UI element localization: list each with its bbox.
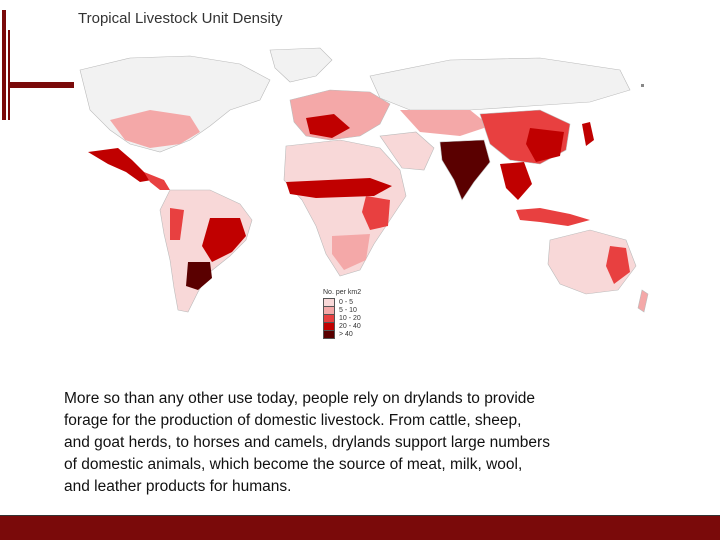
left-accent-bar	[2, 10, 6, 120]
title-accent-rule	[8, 82, 74, 88]
legend-item: > 40	[323, 329, 361, 339]
caption-line: forage for the production of domestic li…	[64, 412, 522, 429]
caption-line: More so than any other use today, people…	[64, 390, 536, 407]
southern-africa-density	[332, 234, 370, 270]
world-map	[70, 40, 650, 360]
north-america-density	[110, 110, 200, 148]
caption-line: and leather products for humans.	[64, 478, 292, 495]
legend-swatch	[323, 329, 335, 339]
legend-label: > 40	[339, 330, 353, 338]
caption-line: of domestic animals, which become the so…	[64, 456, 523, 473]
east-china-density	[526, 128, 564, 162]
east-africa-density	[362, 196, 390, 230]
sahel-density	[286, 178, 392, 198]
caption: More so than any other use today, people…	[64, 388, 664, 498]
central-america-density	[144, 172, 170, 190]
australia-east-density	[606, 246, 630, 284]
legend-label: 0 - 5	[339, 298, 354, 306]
world-map-svg	[79, 47, 649, 313]
middle-east	[379, 131, 435, 171]
mexico-density	[88, 148, 152, 182]
brazil-density	[202, 218, 246, 262]
map-title: Tropical Livestock Unit Density	[78, 10, 283, 27]
india-density	[439, 139, 491, 201]
japan-density	[582, 122, 594, 146]
africa	[283, 139, 407, 277]
stray-dot	[641, 84, 644, 87]
southeast-asia-density	[500, 162, 532, 200]
legend-title: No. per km2	[323, 289, 362, 296]
argentina-density	[186, 262, 212, 290]
legend-label: 20 - 40	[339, 322, 361, 330]
new-zealand	[637, 289, 649, 313]
central-asia-density	[400, 110, 490, 136]
legend-label: 5 - 10	[339, 306, 357, 314]
indonesia-density	[516, 208, 590, 226]
left-accent-bar-thin	[8, 30, 10, 120]
legend-label: 10 - 20	[339, 314, 361, 322]
andes-density	[170, 208, 184, 240]
caption-line: and goat herds, to horses and camels, dr…	[64, 434, 550, 451]
north-asia	[369, 57, 631, 111]
footer-bar	[0, 515, 720, 540]
europe-density	[306, 114, 350, 138]
greenland	[269, 47, 333, 83]
